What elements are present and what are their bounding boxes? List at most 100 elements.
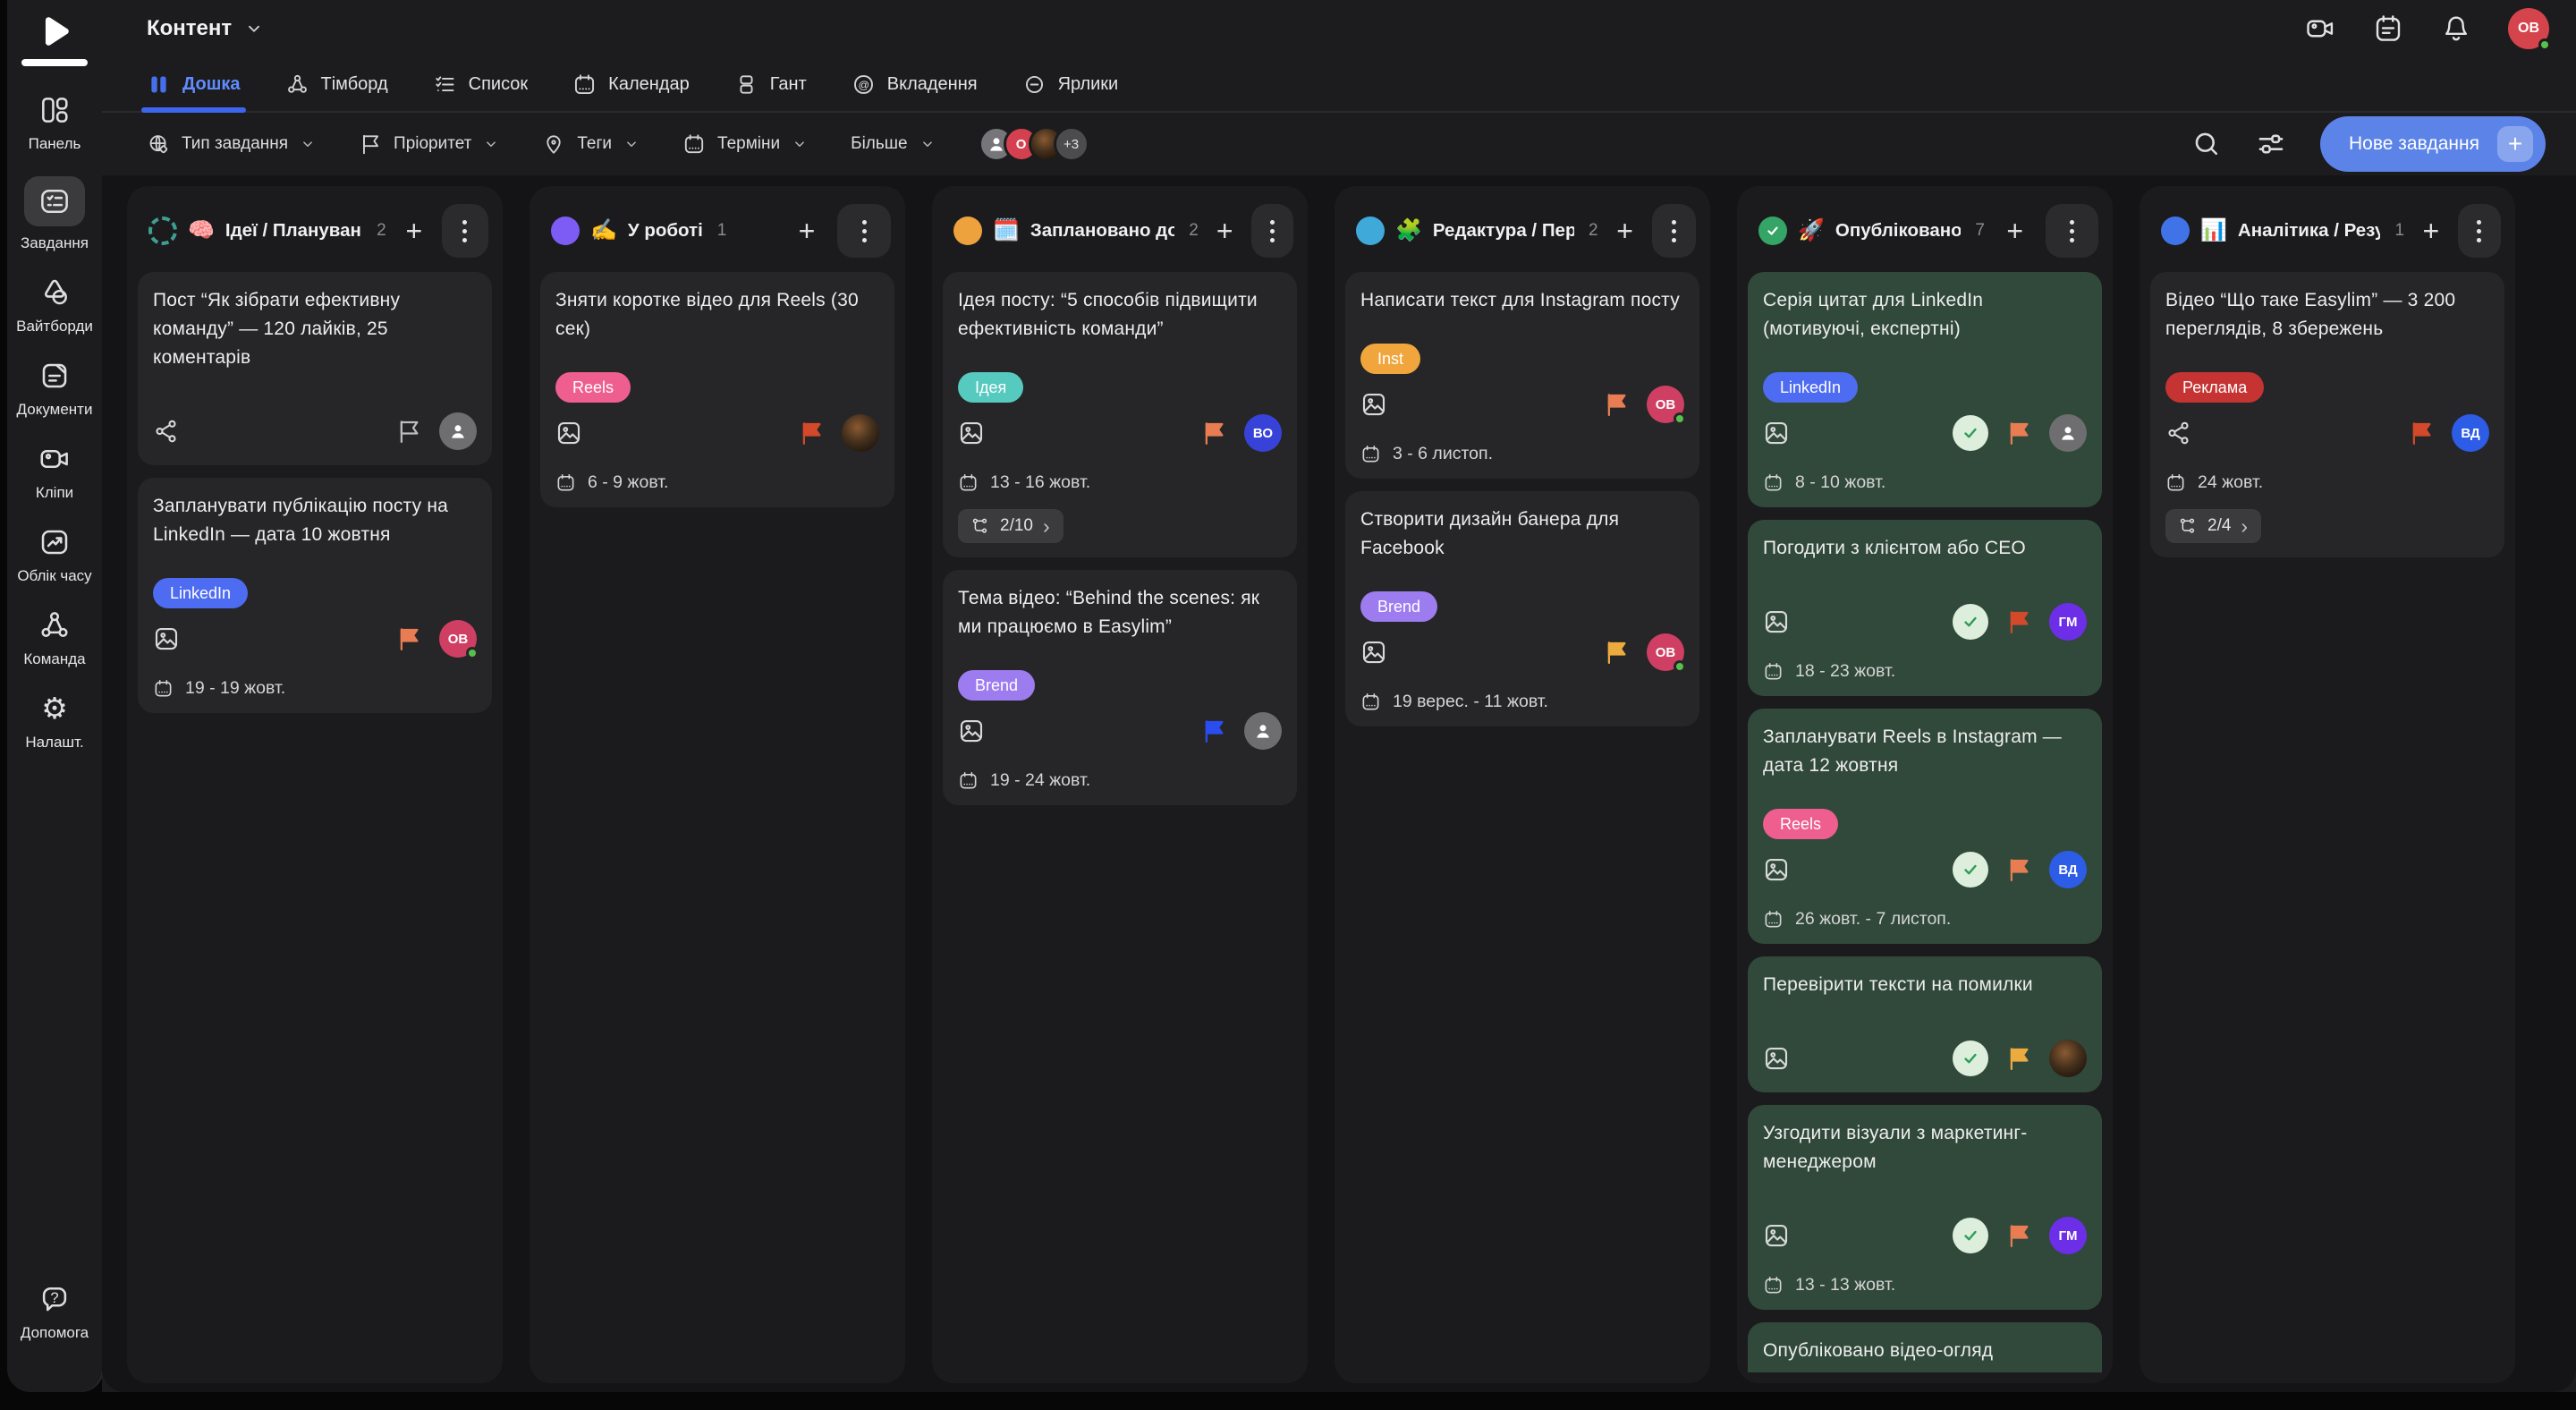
filter-deadlines[interactable]: Терміни — [682, 132, 808, 156]
sidebar-item-documents[interactable]: Документи — [17, 359, 92, 419]
column-emoji: 🧩 — [1395, 218, 1422, 242]
assignee-avatar[interactable]: ГМ — [2049, 603, 2087, 641]
app-logo-play-icon[interactable] — [34, 11, 75, 52]
image-icon — [1763, 420, 1790, 446]
search-icon[interactable] — [2191, 129, 2222, 159]
add-card-button[interactable]: + — [2415, 211, 2447, 251]
tab-teamboard[interactable]: Тімборд — [285, 57, 388, 111]
board-column-analytics: 📊 Аналітика / Резул… 1 + Відео “Що таке … — [2140, 186, 2515, 1383]
column-menu-button[interactable] — [1651, 204, 1696, 258]
filter-sliders-icon[interactable] — [2256, 129, 2286, 159]
task-card[interactable]: Погодити з клієнтом або CEO ГМ 18 - 2 — [1748, 520, 2102, 696]
task-card[interactable]: Запланувати публікацію посту на LinkedIn… — [138, 478, 492, 713]
done-check-icon[interactable] — [1953, 852, 1988, 888]
add-card-button[interactable]: + — [787, 211, 826, 251]
column-menu-button[interactable] — [837, 204, 891, 258]
project-switcher[interactable]: Контент — [147, 16, 264, 41]
sidebar: Панель Завдання Вайтборди Документи Кліп… — [7, 0, 102, 1392]
new-task-button[interactable]: Нове завдання + — [2319, 116, 2546, 172]
flag-icon[interactable] — [2005, 1222, 2032, 1249]
tab-calendar[interactable]: Календар — [572, 57, 690, 111]
flag-icon[interactable] — [2005, 1045, 2032, 1072]
calendar-icon — [572, 72, 597, 97]
done-check-icon[interactable] — [1953, 1218, 1988, 1253]
task-card[interactable]: Тема відео: “Behind the scenes: як ми пр… — [943, 570, 1297, 805]
task-card[interactable]: Перевірити тексти на помилки — [1748, 956, 2102, 1092]
assignee-avatar[interactable]: ОВ — [1647, 633, 1686, 673]
filter-task-type[interactable]: Тип завдання — [147, 132, 316, 156]
tab-board[interactable]: Дошка — [141, 57, 246, 113]
add-card-button[interactable]: + — [1609, 211, 1641, 251]
add-card-button[interactable]: + — [1996, 211, 2035, 251]
flag-icon[interactable] — [1200, 420, 1227, 446]
task-card[interactable]: Ідея посту: “5 способів підвищити ефекти… — [943, 272, 1297, 557]
assignee-avatar[interactable] — [439, 412, 477, 450]
assignee-avatar-stack[interactable]: О +3 — [978, 126, 1089, 162]
task-card[interactable]: Пост “Як зібрати ефективну команду” — 12… — [138, 272, 492, 465]
gantt-icon — [734, 72, 758, 97]
column-menu-button[interactable] — [2457, 204, 2501, 258]
flag-icon[interactable] — [395, 625, 422, 652]
task-card[interactable]: Створити дизайн банера для Facebook Bren… — [1345, 491, 1699, 726]
flag-icon[interactable] — [1200, 718, 1227, 744]
assignee-avatar[interactable] — [1244, 712, 1282, 750]
sidebar-item-whiteboards[interactable]: Вайтборди — [16, 276, 93, 336]
filter-priority[interactable]: Пріоритет — [359, 132, 499, 156]
task-card[interactable]: Узгодити візуали з маркетинг-менеджером … — [1748, 1105, 2102, 1310]
flag-icon[interactable] — [395, 418, 422, 445]
task-card[interactable]: Зняти коротке відео для Reels (30 сек) R… — [540, 272, 894, 507]
image-icon — [1360, 639, 1387, 666]
assignee-avatar[interactable]: ВО — [1244, 414, 1282, 452]
user-avatar[interactable]: ОВ — [2508, 8, 2551, 51]
sidebar-item-team[interactable]: Команда — [23, 608, 86, 668]
task-card[interactable]: Відео “Що таке Easylim” — 3 200 перегляд… — [2150, 272, 2504, 557]
task-card[interactable]: Опубліковано відео-огляд — [1748, 1322, 2102, 1372]
flag-icon[interactable] — [2408, 420, 2435, 446]
flag-icon[interactable] — [798, 420, 825, 446]
video-call-icon[interactable] — [2304, 13, 2336, 45]
column-menu-button[interactable] — [441, 204, 488, 258]
assignee-avatar[interactable] — [842, 414, 879, 452]
subtasks-chip[interactable]: 2/4 › — [2165, 509, 2262, 543]
assignee-avatar[interactable]: ОВ — [1647, 386, 1686, 425]
assignee-avatar[interactable]: ВД — [2049, 851, 2087, 888]
flag-icon[interactable] — [1603, 639, 1630, 666]
sidebar-item-help[interactable]: Допомога — [21, 1282, 89, 1342]
notes-icon[interactable] — [2372, 13, 2404, 45]
subtasks-chip[interactable]: 2/10 › — [958, 509, 1063, 543]
assignee-avatar[interactable] — [2049, 1040, 2087, 1077]
sidebar-item-clips[interactable]: Кліпи — [36, 442, 73, 502]
assignee-avatar[interactable]: ВД — [2452, 414, 2489, 452]
add-card-button[interactable]: + — [397, 211, 431, 251]
filter-tags[interactable]: Теги — [542, 132, 640, 156]
task-card[interactable]: Написати текст для Instagram посту Inst … — [1345, 272, 1699, 479]
tab-gantt[interactable]: Гант — [734, 57, 807, 111]
flag-icon[interactable] — [2005, 856, 2032, 883]
flag-icon[interactable] — [2005, 608, 2032, 635]
done-check-icon[interactable] — [1953, 1041, 1988, 1076]
assignee-avatar[interactable] — [2049, 414, 2087, 452]
sidebar-item-tasks[interactable]: Завдання — [21, 176, 89, 252]
tab-labels[interactable]: Ярлики — [1022, 57, 1118, 111]
column-menu-button[interactable] — [2045, 204, 2098, 258]
flag-icon[interactable] — [2005, 420, 2032, 446]
gear-icon: ⚙ — [41, 692, 68, 725]
sidebar-item-dashboard[interactable]: Панель — [29, 93, 80, 153]
filter-more[interactable]: Більше — [851, 134, 936, 154]
sidebar-item-time-tracking[interactable]: Облік часу — [17, 525, 92, 585]
tab-list[interactable]: Список — [433, 57, 528, 111]
bell-icon[interactable] — [2440, 13, 2472, 45]
flag-icon[interactable] — [1603, 391, 1630, 418]
assignee-avatar[interactable]: ОВ — [439, 620, 479, 659]
card-title: Погодити з клієнтом або CEO — [1763, 538, 2026, 558]
task-card[interactable]: Запланувати Reels в Instagram — дата 12 … — [1748, 709, 2102, 944]
sidebar-item-settings[interactable]: ⚙ Налашт. — [25, 692, 83, 752]
column-emoji: 🗓️ — [993, 218, 1020, 242]
column-menu-button[interactable] — [1250, 204, 1293, 258]
done-check-icon[interactable] — [1953, 604, 1988, 640]
done-check-icon[interactable] — [1953, 415, 1988, 451]
add-card-button[interactable]: + — [1209, 211, 1241, 251]
tab-attachments[interactable]: Вкладення — [852, 57, 978, 111]
assignee-avatar[interactable]: ГМ — [2049, 1217, 2087, 1254]
task-card[interactable]: Серія цитат для LinkedIn (мотивуючі, екс… — [1748, 272, 2102, 507]
